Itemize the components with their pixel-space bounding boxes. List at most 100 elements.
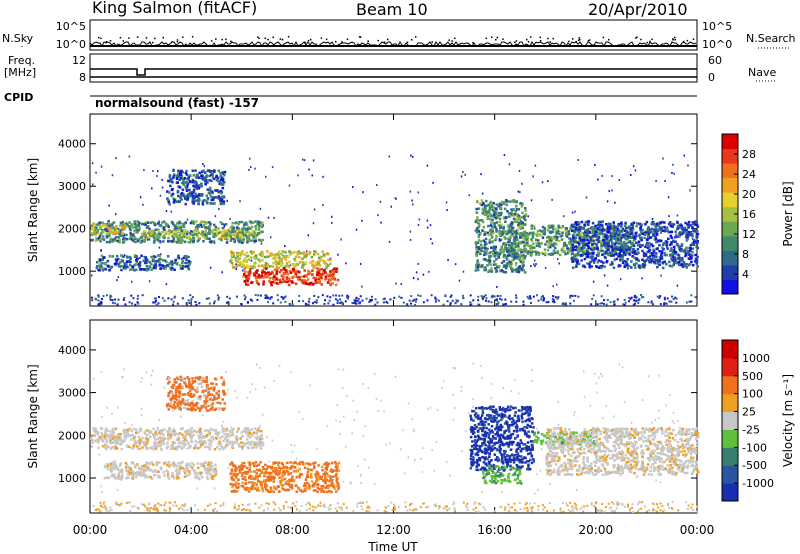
power-echo-pixel [188,262,191,266]
power-echo-pixel [247,238,250,241]
power-echo-pixel [648,260,651,264]
power-echo-pixel [601,242,605,246]
power-echo-pixel [323,268,326,272]
power-echo-pixel [178,178,181,181]
power-echo-pixel [154,228,158,231]
velocity-noise-pixel [305,503,308,506]
velocity-noise-pixel [533,502,536,505]
power-echo-pixel [483,268,486,272]
power-noise-pixel [418,218,421,221]
power-echo-pixel [672,245,676,249]
power-echo-pixel [232,252,235,255]
power-echo-pixel [177,222,181,225]
power-echo-pixel [128,225,131,228]
velocity-noise-pixel [656,503,659,506]
power-echo-pixel [491,218,494,222]
power-echo-pixel [311,264,314,267]
power-ytick-label: 1000 [58,265,86,278]
power-echo-pixel [495,257,498,261]
velocity-noise-pixel [648,509,651,512]
power-echo-pixel [692,222,695,226]
velocity-noise-pixel [503,508,506,511]
beam-title: Beam 10 [356,0,428,19]
power-echo-pixel [191,178,195,182]
power-echo-pixel [634,232,638,235]
power-noise-pixel [432,181,434,184]
power-noise-pixel [191,296,194,299]
power-echo-pixel [490,221,493,224]
power-noise-pixel [497,301,500,304]
power-echo-pixel [270,252,273,256]
power-echo-pixel [627,225,631,229]
power-echo-pixel [577,246,580,250]
power-echo-pixel [257,282,260,286]
power-noise-pixel [398,295,401,298]
power-echo-pixel [500,223,503,226]
power-colorbar-segment [722,235,738,251]
power-echo-pixel [332,267,336,271]
power-echo-pixel [203,176,207,180]
power-echo-pixel [281,277,285,281]
power-echo-pixel [475,246,479,250]
power-echo-pixel [113,237,116,241]
velocity-noise-pixel [116,503,119,506]
power-noise-pixel [111,301,114,304]
velocity-noise-pixel [406,509,409,512]
power-noise-pixel [498,238,501,241]
power-noise-pixel [136,297,139,300]
velocity-noise-pixel [637,501,640,504]
power-noise-pixel [434,297,437,300]
velocity-noise-pixel [327,506,330,509]
power-echo-pixel [480,264,483,267]
power-noise-pixel [685,301,688,304]
power-echo-pixel [695,261,698,265]
power-echo-pixel [178,236,182,240]
power-echo-pixel [233,232,237,236]
power-echo-pixel [177,254,180,258]
power-echo-pixel [488,270,491,273]
power-echo-pixel [253,257,257,261]
power-noise-pixel [602,302,605,305]
power-echo-pixel [477,246,481,249]
power-echo-pixel [248,273,251,277]
velocity-noise-pixel [342,503,345,506]
power-echo-pixel [196,229,199,232]
power-noise-pixel [415,298,418,301]
power-echo-pixel [228,233,232,237]
power-echo-pixel [197,176,201,179]
power-echo-pixel [581,253,585,257]
velocity-noise-pixel [690,506,693,509]
power-noise-pixel [111,299,114,302]
power-echo-pixel [260,259,264,262]
power-echo-pixel [166,190,169,193]
power-echo-pixel [176,237,180,240]
power-echo-pixel [115,236,118,239]
power-echo-pixel [178,233,181,237]
velocity-noise-pixel [383,410,385,413]
power-echo-pixel [586,255,590,259]
nsky-dot [281,38,284,41]
power-noise-pixel [592,294,595,297]
power-noise-pixel [634,296,637,299]
power-echo-pixel [626,238,629,241]
power-noise-pixel [328,299,331,302]
power-echo-pixel [548,226,552,229]
power-echo-pixel [503,235,506,239]
power-echo-pixel [557,239,561,243]
velocity-noise-pixel [150,374,153,377]
power-echo-pixel [183,222,186,226]
power-echo-pixel [154,255,157,259]
velocity-noise-pixel [118,503,121,506]
power-echo-pixel [677,234,681,238]
power-echo-pixel [633,236,636,239]
power-noise-pixel [228,297,231,300]
power-echo-pixel [111,255,115,258]
power-echo-pixel [172,175,175,178]
power-echo-pixel [474,229,478,232]
power-echo-pixel [504,232,507,236]
power-echo-pixel [100,267,104,270]
power-echo-pixel [610,261,614,264]
power-echo-pixel [507,249,511,252]
velocity-noise-pixel [513,502,516,505]
power-echo-pixel [521,234,525,237]
